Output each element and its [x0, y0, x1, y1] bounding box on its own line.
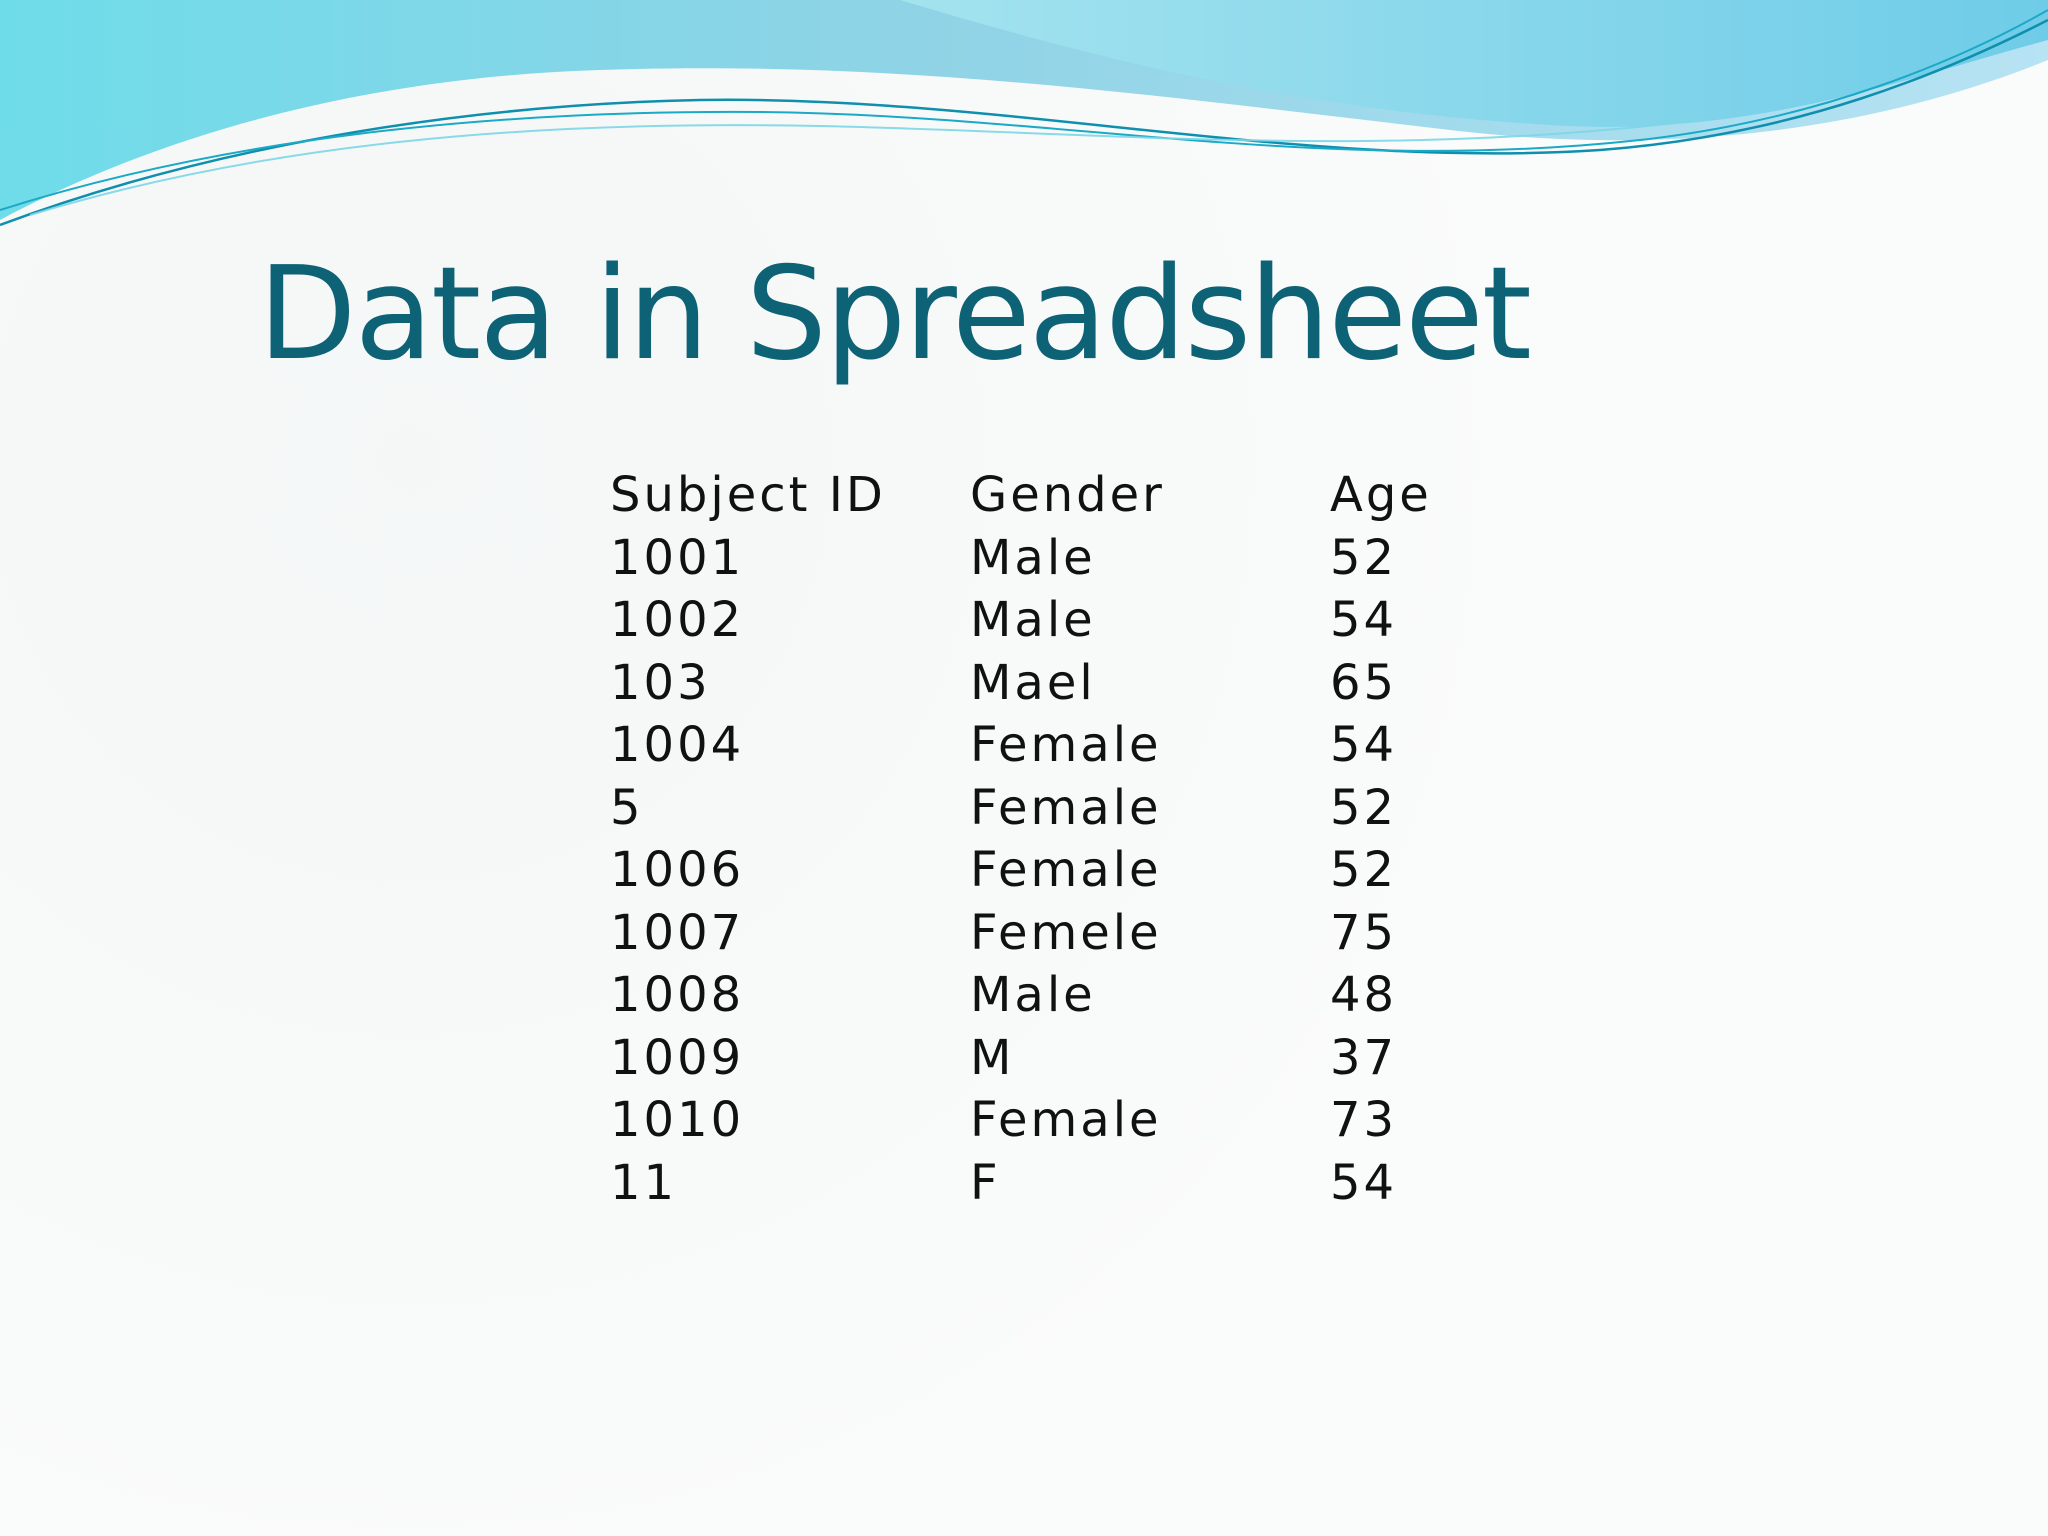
cell-age: 48	[1330, 967, 1398, 1023]
table-row: 5 Female 52	[610, 777, 1490, 840]
cell-gender: M	[970, 1029, 1015, 1086]
cell-subject-id: 5	[610, 779, 644, 836]
cell-subject-id: 103	[610, 654, 711, 711]
cell-gender: Male	[970, 967, 1096, 1023]
header-age: Age	[1330, 467, 1432, 523]
cell-gender: Female	[970, 779, 1162, 836]
cell-age: 65	[1330, 654, 1398, 711]
table-row: 1007 Femele 75	[610, 902, 1490, 965]
cell-gender: Female	[970, 717, 1162, 773]
table-row: 1002 Male 54	[610, 589, 1490, 652]
cell-gender: Female	[970, 1092, 1162, 1148]
cell-age: 52	[1330, 529, 1398, 586]
table-row: 1004 Female 54	[610, 714, 1490, 777]
cell-subject-id: 1008	[610, 967, 745, 1023]
slide-title: Data in Spreadsheet	[258, 240, 1532, 389]
table-row: 1006 Female 52	[610, 839, 1490, 902]
cell-subject-id: 11	[610, 1154, 678, 1211]
cell-age: 54	[1330, 717, 1398, 773]
cell-subject-id: 1002	[610, 592, 745, 648]
cell-subject-id: 1004	[610, 717, 745, 773]
cell-gender: Female	[970, 842, 1162, 898]
table-row: 1010 Female 73	[610, 1089, 1490, 1152]
table-row: 1008 Male 48	[610, 964, 1490, 1027]
table-row: 1001 Male 52	[610, 527, 1490, 590]
cell-gender: Male	[970, 592, 1096, 648]
header-wave-decoration	[0, 0, 2048, 227]
cell-age: 75	[1330, 904, 1398, 961]
cell-age: 73	[1330, 1092, 1398, 1148]
cell-subject-id: 1006	[610, 842, 745, 898]
table-row: 11 F 54	[610, 1152, 1490, 1215]
cell-subject-id: 1009	[610, 1029, 745, 1086]
cell-subject-id: 1010	[610, 1092, 745, 1148]
cell-age: 52	[1330, 842, 1398, 898]
header-subject-id: Subject ID	[610, 467, 886, 523]
cell-gender: Male	[970, 529, 1096, 586]
cell-subject-id: 1007	[610, 904, 745, 961]
cell-gender: Mael	[970, 654, 1096, 711]
table-header-row: Subject ID Gender Age	[610, 464, 1490, 527]
cell-subject-id: 1001	[610, 529, 745, 586]
data-table: Subject ID Gender Age 1001 Male 52 1002 …	[610, 464, 1490, 1214]
table-row: 1009 M 37	[610, 1027, 1490, 1090]
cell-age: 52	[1330, 779, 1398, 836]
cell-age: 37	[1330, 1029, 1398, 1086]
cell-age: 54	[1330, 1154, 1398, 1211]
cell-age: 54	[1330, 592, 1398, 648]
cell-gender: F	[970, 1154, 1001, 1211]
header-gender: Gender	[970, 467, 1165, 523]
table-row: 103 Mael 65	[610, 652, 1490, 715]
cell-gender: Femele	[970, 904, 1162, 961]
